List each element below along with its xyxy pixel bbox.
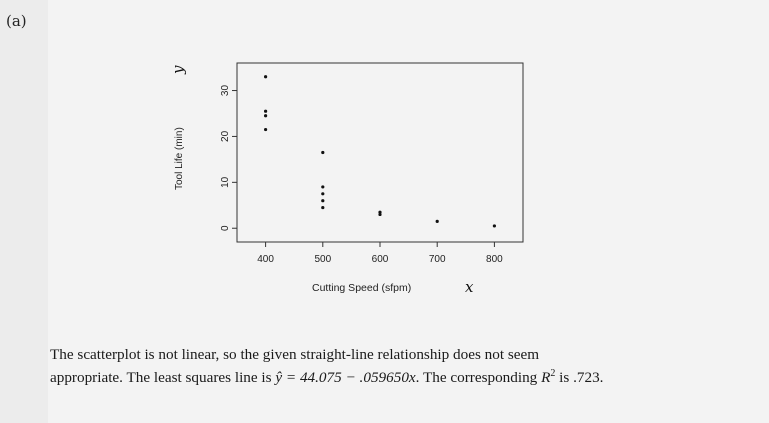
x-tick-label: 700 xyxy=(429,254,446,265)
data-point xyxy=(321,199,325,203)
x-axis-label-handwritten: x xyxy=(465,278,474,296)
data-point xyxy=(378,210,382,214)
data-point xyxy=(264,75,268,79)
regression-equation: ŷ = 44.075 − .059650x xyxy=(275,369,416,387)
answer-text: The scatterplot is not linear, so the gi… xyxy=(50,345,765,387)
scatter-plot: 400 500 600 700 800 0 10 20 30 Cutting Speed (sf… xyxy=(169,62,524,296)
y-axis-label: Tool Life (min) xyxy=(174,127,185,190)
answer-line-2-part-3: is .723. xyxy=(555,369,604,387)
answer-line-2-part-1: appropriate. The least squares line is xyxy=(50,369,276,387)
y-tick-label: 0 xyxy=(220,225,231,231)
data-point xyxy=(321,205,325,210)
r-squared-symbol: R2 xyxy=(541,368,556,387)
data-point xyxy=(435,219,439,223)
data-point xyxy=(321,192,325,196)
y-tick-label: 20 xyxy=(220,130,231,142)
answer-line-2: appropriate. The least squares line is ŷ… xyxy=(50,364,765,387)
answer-line-1: The scatterplot is not linear, so the gi… xyxy=(50,346,540,363)
y-axis-label-handwritten: y xyxy=(169,65,187,75)
points xyxy=(264,75,496,228)
x-tick-label: 600 xyxy=(372,254,389,265)
x-axis-label: Cutting Speed (sfpm) xyxy=(312,282,411,294)
page-margin xyxy=(0,0,48,423)
x-tick-label: 800 xyxy=(486,254,503,265)
x-tick-label: 400 xyxy=(257,254,274,265)
data-point xyxy=(378,212,382,217)
y-tick-label: 10 xyxy=(220,176,231,188)
data-point xyxy=(321,150,325,155)
x-tick-label: 500 xyxy=(314,254,331,265)
data-point xyxy=(264,127,268,132)
y-tick-label: 30 xyxy=(220,85,231,97)
data-point xyxy=(264,114,268,118)
data-point xyxy=(264,109,268,113)
data-point xyxy=(492,224,496,228)
data-point xyxy=(321,185,325,189)
ticks: 400 500 600 700 800 0 10 20 30 xyxy=(220,85,503,265)
part-label: (a) xyxy=(6,12,27,30)
answer-line-2-part-2: . The corresponding xyxy=(415,369,542,387)
